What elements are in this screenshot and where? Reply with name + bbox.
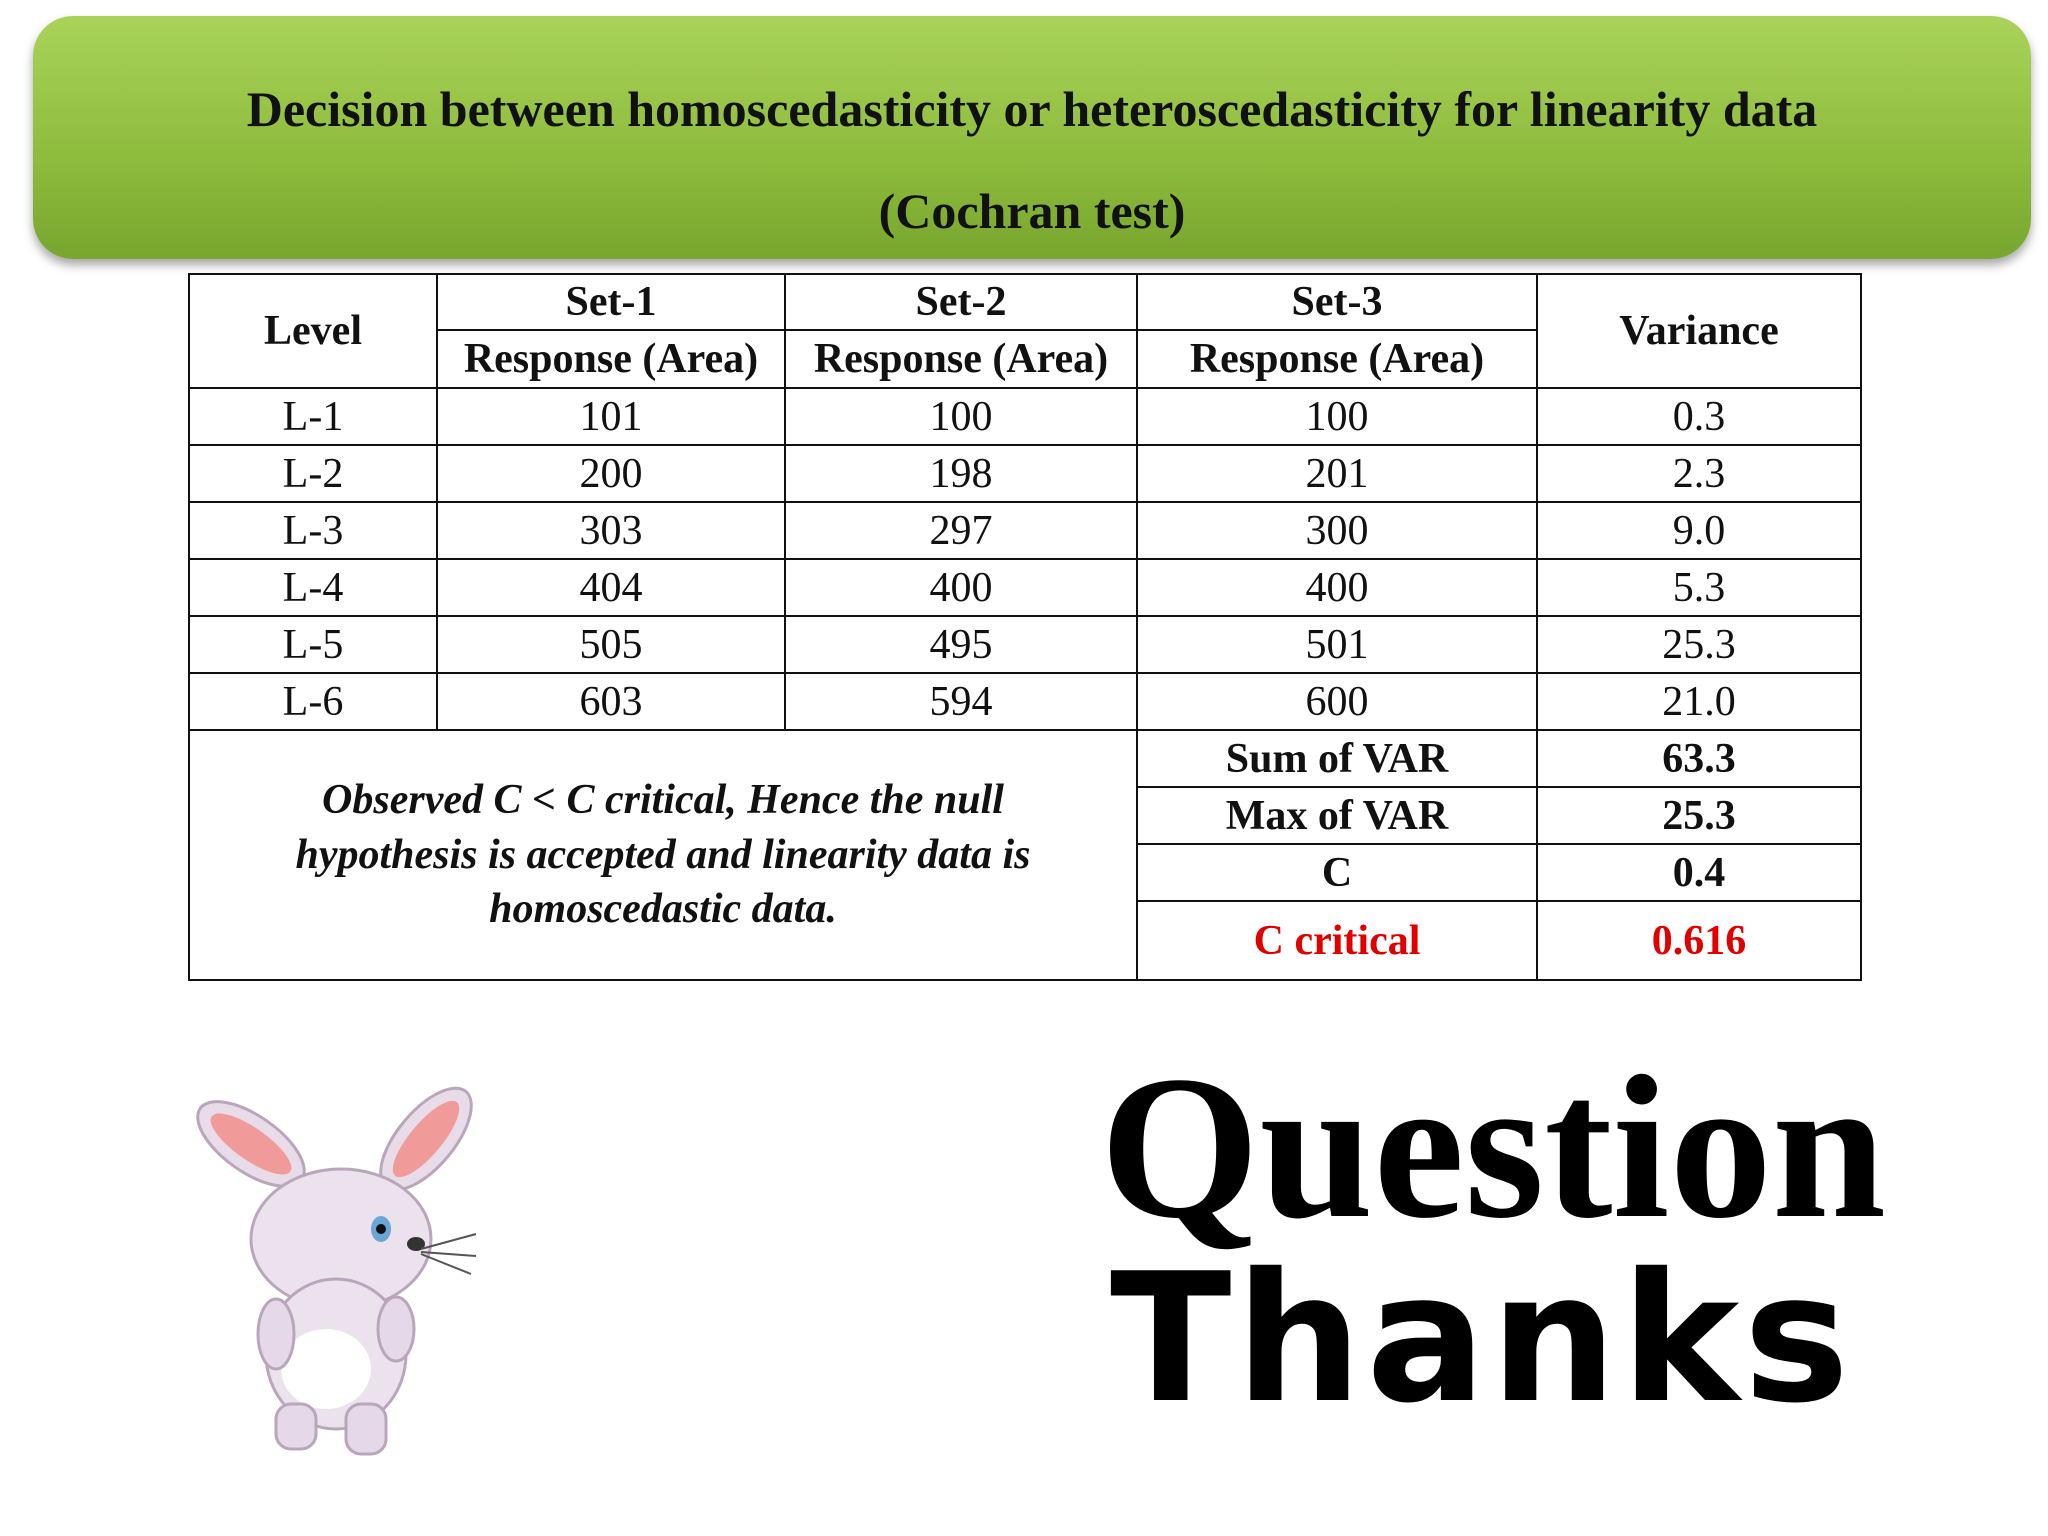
table-row: L-6 603 594 600 21.0 — [188, 672, 1862, 731]
table-cell: 101 — [436, 387, 786, 446]
table-cell: 404 — [436, 558, 786, 617]
table-row: L-4 404 400 400 5.3 — [188, 558, 1862, 617]
table-cell: 505 — [436, 615, 786, 674]
table-row: L-5 505 495 501 25.3 — [188, 615, 1862, 674]
table-cell: Response (Area) — [1136, 329, 1538, 389]
table-cell: 603 — [436, 672, 786, 731]
table-cell: L-3 — [188, 501, 438, 560]
table-row: Max of VAR 25.3 — [189, 786, 1862, 845]
table-cell: 25.3 — [1536, 786, 1862, 845]
question-text: Question — [1100, 1034, 1886, 1261]
table-cell: L-1 — [188, 387, 438, 446]
table-cell: 495 — [784, 615, 1138, 674]
table-cell: Max of VAR — [1136, 786, 1538, 845]
table-cell: 5.3 — [1536, 558, 1862, 617]
table-cell: L-2 — [188, 444, 438, 503]
cochran-table: Level Set-1 Set-2 Set-3 Variance Response (Ar… — [188, 273, 1862, 981]
bunny-illustration — [196, 1086, 477, 1456]
table-row: L-3 303 297 300 9.0 — [188, 501, 1862, 560]
table-cell: 0.616 — [1536, 900, 1862, 981]
table-row: C critical 0.616 — [189, 900, 1862, 981]
table-cell: Set-2 — [784, 273, 1138, 331]
table-cell: Sum of VAR — [1136, 729, 1538, 788]
table-row: C 0.4 — [189, 843, 1862, 902]
table-cell: 400 — [784, 558, 1138, 617]
table-cell: 198 — [784, 444, 1138, 503]
table-row: L-1 101 100 100 0.3 — [188, 387, 1862, 446]
table-cell: 303 — [436, 501, 786, 560]
table-cell: 0.4 — [1536, 843, 1862, 902]
table-cell: Set-3 — [1136, 273, 1538, 331]
table-cell: Variance — [1536, 273, 1862, 389]
table-cell: 100 — [784, 387, 1138, 446]
table-cell: Level — [188, 273, 438, 389]
table-cell: 0.3 — [1536, 387, 1862, 446]
table-row: Observed C < C critical, Hence the null … — [188, 729, 1862, 981]
title: Decision between homoscedasticity or het… — [246, 81, 1818, 137]
table-cell: 2.3 — [1536, 444, 1862, 503]
table-cell: 9.0 — [1536, 501, 1862, 560]
thanks-text: Thanks — [1110, 1235, 1854, 1442]
table-cell: 201 — [1136, 444, 1538, 503]
table-row: Level Set-1 Set-2 Set-3 Variance — [188, 273, 1862, 389]
table-row: Response (Area) Response (Area) Response (… — [189, 329, 1861, 389]
table-cell: 594 — [784, 672, 1138, 731]
table-cell: Observed C < C critical, Hence the null … — [188, 729, 1138, 981]
table-cell: 21.0 — [1536, 672, 1862, 731]
table-cell: 600 — [1136, 672, 1538, 731]
table-cell: 100 — [1136, 387, 1538, 446]
table-cell: 297 — [784, 501, 1138, 560]
table-cell: 400 — [1136, 558, 1538, 617]
table-cell: L-6 — [188, 672, 438, 731]
table-cell: Response (Area) — [436, 329, 786, 389]
title-banner: Decision between homoscedasticity or het… — [33, 16, 2031, 259]
table-cell: L-5 — [188, 615, 438, 674]
table-cell: 63.3 — [1536, 729, 1862, 788]
table-row: L-2 200 198 201 2.3 — [188, 444, 1862, 503]
subtitle: (Cochran test) — [878, 183, 1186, 239]
table-cell: L-4 — [188, 558, 438, 617]
table-cell: 25.3 — [1536, 615, 1862, 674]
table-cell: 300 — [1136, 501, 1538, 560]
table-cell: 200 — [436, 444, 786, 503]
table-cell: Response (Area) — [784, 329, 1138, 389]
table-cell: C — [1136, 843, 1538, 902]
table-cell: 501 — [1136, 615, 1538, 674]
table-cell: Set-1 — [436, 273, 786, 331]
table-cell: C critical — [1136, 900, 1538, 981]
